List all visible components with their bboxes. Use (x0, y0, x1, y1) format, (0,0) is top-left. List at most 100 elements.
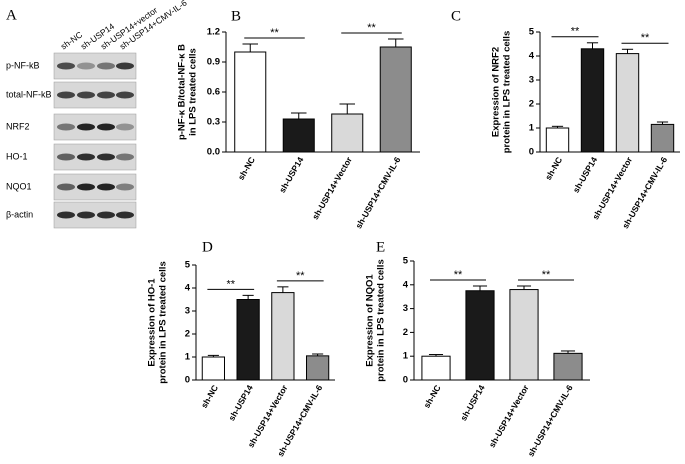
x-tick-label: sh-NC (199, 383, 220, 410)
blot-band (57, 211, 75, 219)
protein-label: NQO1 (6, 181, 32, 191)
x-tick-label: sh-NC (543, 155, 564, 182)
blot-band (77, 183, 95, 191)
blot-band (57, 153, 75, 161)
blot-band (116, 91, 134, 99)
y-axis-label: protein in LPS treated cells (376, 259, 387, 381)
y-tick-label: 0 (403, 375, 408, 386)
y-tick-label: 2 (403, 327, 408, 338)
significance-label: ** (571, 26, 580, 38)
x-tick-label: sh-NC (422, 383, 443, 410)
bar (545, 127, 570, 153)
bar (509, 289, 539, 381)
y-tick-label: 0.0 (207, 147, 220, 158)
bar (553, 352, 583, 381)
blot-band (57, 91, 75, 99)
y-tick-label: 3 (403, 303, 408, 314)
y-axis-label: in LPS treated cells (188, 48, 199, 136)
bar (234, 51, 267, 153)
y-tick-label: 3 (185, 306, 190, 317)
significance-label: ** (226, 278, 235, 290)
panel-label: B (231, 8, 241, 24)
panel-label: C (451, 8, 461, 24)
panel-label: A (6, 7, 17, 23)
significance-label: ** (542, 269, 551, 281)
protein-label: total-NF-kB (6, 89, 52, 99)
y-axis-label: Expression of NQO1 (365, 274, 376, 367)
y-axis-label: Expression of NRF2 (491, 47, 502, 137)
blot-band (97, 123, 115, 131)
blot-band (116, 123, 134, 131)
x-tick-label: sh-USP14+CMV-IL-6 (353, 155, 402, 230)
x-tick-label: sh-NC (236, 155, 257, 182)
blot-band (77, 91, 95, 99)
blot-band (77, 211, 95, 219)
y-tick-label: 5 (403, 256, 409, 267)
blot-band (77, 123, 95, 131)
bar (306, 355, 330, 381)
bar (379, 46, 412, 153)
significance-label: ** (296, 270, 305, 282)
lane-label: sh-NC (59, 29, 84, 51)
y-tick-label: 0 (529, 147, 534, 158)
y-axis-label: p-NF-κ B/total-NF-κ B (177, 44, 188, 140)
y-axis-label: protein in LPS treated cells (158, 261, 169, 383)
blot-band (116, 153, 134, 161)
blot-band (77, 62, 95, 70)
protein-label: p-NF-kB (6, 60, 40, 70)
blot-band (97, 91, 115, 99)
panel-label: D (202, 239, 213, 255)
y-tick-label: 1 (529, 123, 535, 134)
blot-band (116, 183, 134, 191)
y-tick-label: 4 (529, 51, 535, 62)
y-axis-label: Expression of HO-1 (147, 278, 158, 367)
y-tick-label: 2 (185, 329, 190, 340)
protein-label: β-actin (6, 209, 33, 219)
x-tick-label: sh-USP14 (226, 383, 255, 423)
y-tick-label: 5 (185, 260, 191, 271)
bar (201, 356, 225, 381)
significance-label: ** (367, 22, 376, 34)
x-tick-label: sh-USP14 (571, 155, 600, 195)
significance-label: ** (454, 269, 463, 281)
bar (465, 290, 495, 381)
blot-band (57, 123, 75, 131)
blot-band (97, 183, 115, 191)
blot-band (97, 153, 115, 161)
bar (236, 299, 260, 381)
bar (421, 355, 451, 381)
x-tick-label: sh-USP14 (458, 383, 487, 423)
panel-label: E (376, 239, 385, 255)
protein-label: HO-1 (6, 151, 28, 161)
bar (331, 113, 364, 153)
y-tick-label: 0.3 (207, 117, 220, 128)
significance-label: ** (270, 27, 279, 39)
x-tick-label: sh-USP14+Vector (487, 383, 531, 450)
x-tick-label: sh-USP14+CMV-IL-6 (526, 383, 575, 458)
blot-band (57, 183, 75, 191)
bar (615, 53, 640, 153)
y-tick-label: 5 (529, 27, 535, 38)
protein-label: NRF2 (6, 121, 30, 131)
blot-band (77, 153, 95, 161)
y-tick-label: 0 (185, 375, 190, 386)
y-tick-label: 0.6 (207, 87, 220, 98)
blot-band (97, 62, 115, 70)
blot-band (116, 62, 134, 70)
blot-band (97, 211, 115, 219)
x-tick-label: sh-USP14+Vector (310, 155, 354, 222)
y-tick-label: 4 (185, 283, 191, 294)
blot-band (57, 62, 75, 70)
y-tick-label: 0.9 (207, 57, 220, 68)
significance-label: ** (641, 32, 650, 44)
bar (580, 48, 605, 153)
y-tick-label: 1.2 (207, 27, 220, 38)
y-tick-label: 2 (529, 99, 534, 110)
x-tick-label: sh-USP14 (277, 155, 306, 195)
bar (271, 292, 295, 381)
bar (650, 123, 675, 153)
blot-band (116, 211, 134, 219)
y-axis-label: protein in LPS treated cells (502, 31, 513, 153)
y-tick-label: 3 (529, 75, 534, 86)
